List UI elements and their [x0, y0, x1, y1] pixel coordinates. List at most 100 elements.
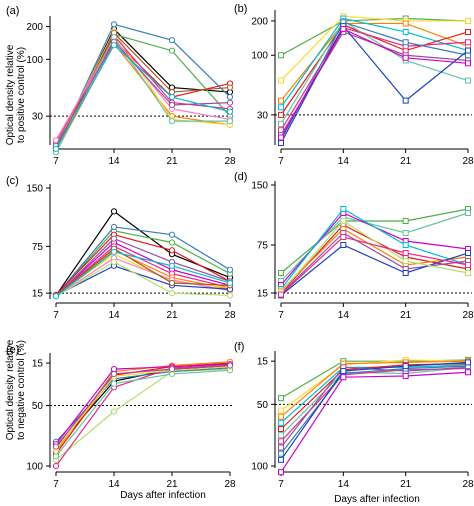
panel-a-data-point [168, 47, 176, 54]
panel-f-data-point [278, 456, 284, 463]
panel-c-data-point [168, 262, 176, 269]
panel-a-data-point [168, 101, 176, 109]
y-axis-title-top: Optical density relative to positive con… [5, 44, 27, 145]
panel-c-data-point [226, 292, 234, 299]
x-axis-title-left: Days after infection [120, 490, 206, 501]
panel-b-data-point [278, 140, 284, 146]
panel-a-data-point [110, 21, 118, 28]
panel-b-data-point [278, 134, 284, 141]
x-axis-title-right: Days after infection [334, 494, 420, 505]
panel-b-data-point [402, 20, 409, 27]
panel-d-data-point [278, 270, 284, 276]
panel-b-series-10 [278, 23, 471, 146]
panel-d-series-line [280, 236, 469, 296]
panel-f-series-10 [278, 369, 471, 476]
panel-b-x-tick-label: 28 [462, 156, 474, 167]
panel-f-data-point [340, 368, 347, 375]
panel-c-data-point [168, 231, 176, 238]
panel-d-data-point [340, 234, 347, 240]
panel-c: (c) 15 75 150 7 14 21 28 [6, 175, 236, 321]
panel-f-y-tick-label: 100 [251, 462, 268, 473]
panel-f-series-line [280, 366, 469, 436]
panel-f-x-tick-label: 7 [278, 479, 284, 490]
panel-a-data-point [168, 93, 176, 101]
panel-d-series-line [280, 220, 469, 293]
panel-f-series-line [280, 361, 469, 461]
panel-e-x-tick-label: 21 [166, 479, 178, 490]
panel-b: (b) 30 100 200 7 14 21 28 [234, 3, 474, 167]
panel-b-data-point [278, 120, 284, 127]
panel-b-data-point [465, 17, 471, 24]
panel-d-data-point [465, 250, 471, 256]
panel-e-series-line [55, 366, 231, 450]
panels: (a) 30 100 200 7 14 21 28 (b) 30 100 200 7 14 21 28 (c) 1… [6, 3, 474, 490]
panel-f-data-point [278, 444, 284, 451]
panel-a-y-tick-label: 100 [26, 55, 43, 66]
panel-f-data-point [465, 359, 471, 366]
panel-f-x-tick-label: 28 [462, 479, 474, 490]
panel-a-data-point [52, 145, 60, 153]
panel-b-y-tick-label: 100 [251, 51, 268, 62]
panel-e-data-point [52, 462, 60, 470]
panel-c-data-point [110, 248, 118, 255]
panel-a-series-line [55, 23, 231, 150]
panel-e-y-tick-label: 50 [32, 401, 44, 412]
panel-c-data-point [110, 223, 118, 231]
panel-a-x-tick-label: 21 [166, 156, 178, 167]
panel-b-data-point [465, 60, 471, 67]
y-axis-title-bottom: Optical density relative to negative con… [5, 339, 27, 440]
panel-b-data-point [465, 28, 471, 35]
panel-b-series-line [280, 20, 469, 125]
panel-f-data-point [402, 372, 409, 379]
panel-c-data-point [226, 266, 234, 273]
panel-f-series-line [280, 366, 469, 448]
panel-f-series-line [280, 371, 469, 473]
panel-a-data-point [168, 37, 176, 44]
panel-f-data-point [278, 413, 284, 420]
panel-d-data-point [402, 230, 409, 236]
panel-c-series-7 [52, 243, 234, 299]
panel-e-x-tick-label: 7 [53, 479, 59, 490]
panel-a-series-line [55, 44, 231, 150]
panel-c-series-line [55, 230, 231, 296]
panel-f-series-8 [278, 364, 471, 451]
panel-d-x-tick-label: 7 [278, 310, 284, 321]
panel-a-series-10 [52, 34, 234, 156]
panel-d-data-point [402, 250, 409, 256]
panel-e-x-tick-label: 28 [224, 479, 236, 490]
panel-c-data-point [52, 293, 60, 300]
panel-e: (e) 15 50 100 7 14 21 28 [6, 344, 236, 490]
panel-a-x-tick-label: 7 [53, 156, 59, 167]
panel-e-series-line [55, 363, 231, 445]
panel-b-y-tick-label: 200 [251, 16, 268, 27]
panel-a-label: (a) [6, 5, 19, 17]
panel-f-series-line [280, 359, 469, 411]
panel-a-data-point [110, 42, 118, 49]
panel-b-y-tick-label: 30 [257, 110, 269, 121]
panel-c-y-tick-label: 15 [32, 289, 44, 300]
panel-a-series-line [55, 30, 231, 147]
panel-a-series-8 [52, 29, 234, 153]
panel-f-label: (f) [234, 341, 244, 353]
panel-f: (f) 15 50 100 7 14 21 28 [234, 341, 474, 490]
panel-a-data-point [226, 93, 234, 101]
panel-c-series-line [55, 237, 231, 297]
panel-c-series-line [55, 249, 231, 297]
panel-c-x-tick-label: 7 [53, 310, 59, 321]
panel-b-data-point [402, 39, 409, 46]
panel-d-y-tick-label: 150 [251, 181, 268, 192]
panel-a-data-point [226, 84, 234, 91]
panel-d-series-10 [278, 234, 471, 298]
panel-f-data-point [402, 363, 409, 370]
panel-b-series-line [280, 25, 469, 144]
panel-a-y-tick-label: 200 [26, 22, 43, 33]
panel-a-x-tick-label: 14 [108, 156, 120, 167]
panel-c-series-14 [52, 248, 234, 300]
panel-c-data-point [226, 279, 234, 287]
panel-a-x-tick-label: 28 [224, 156, 236, 167]
panel-d-data-point [402, 270, 409, 276]
panel-d-data-point [340, 218, 347, 224]
panel-b-data-point [340, 25, 347, 32]
panel-c-y-tick-label: 75 [32, 242, 44, 253]
panel-e-series-line [55, 369, 231, 457]
